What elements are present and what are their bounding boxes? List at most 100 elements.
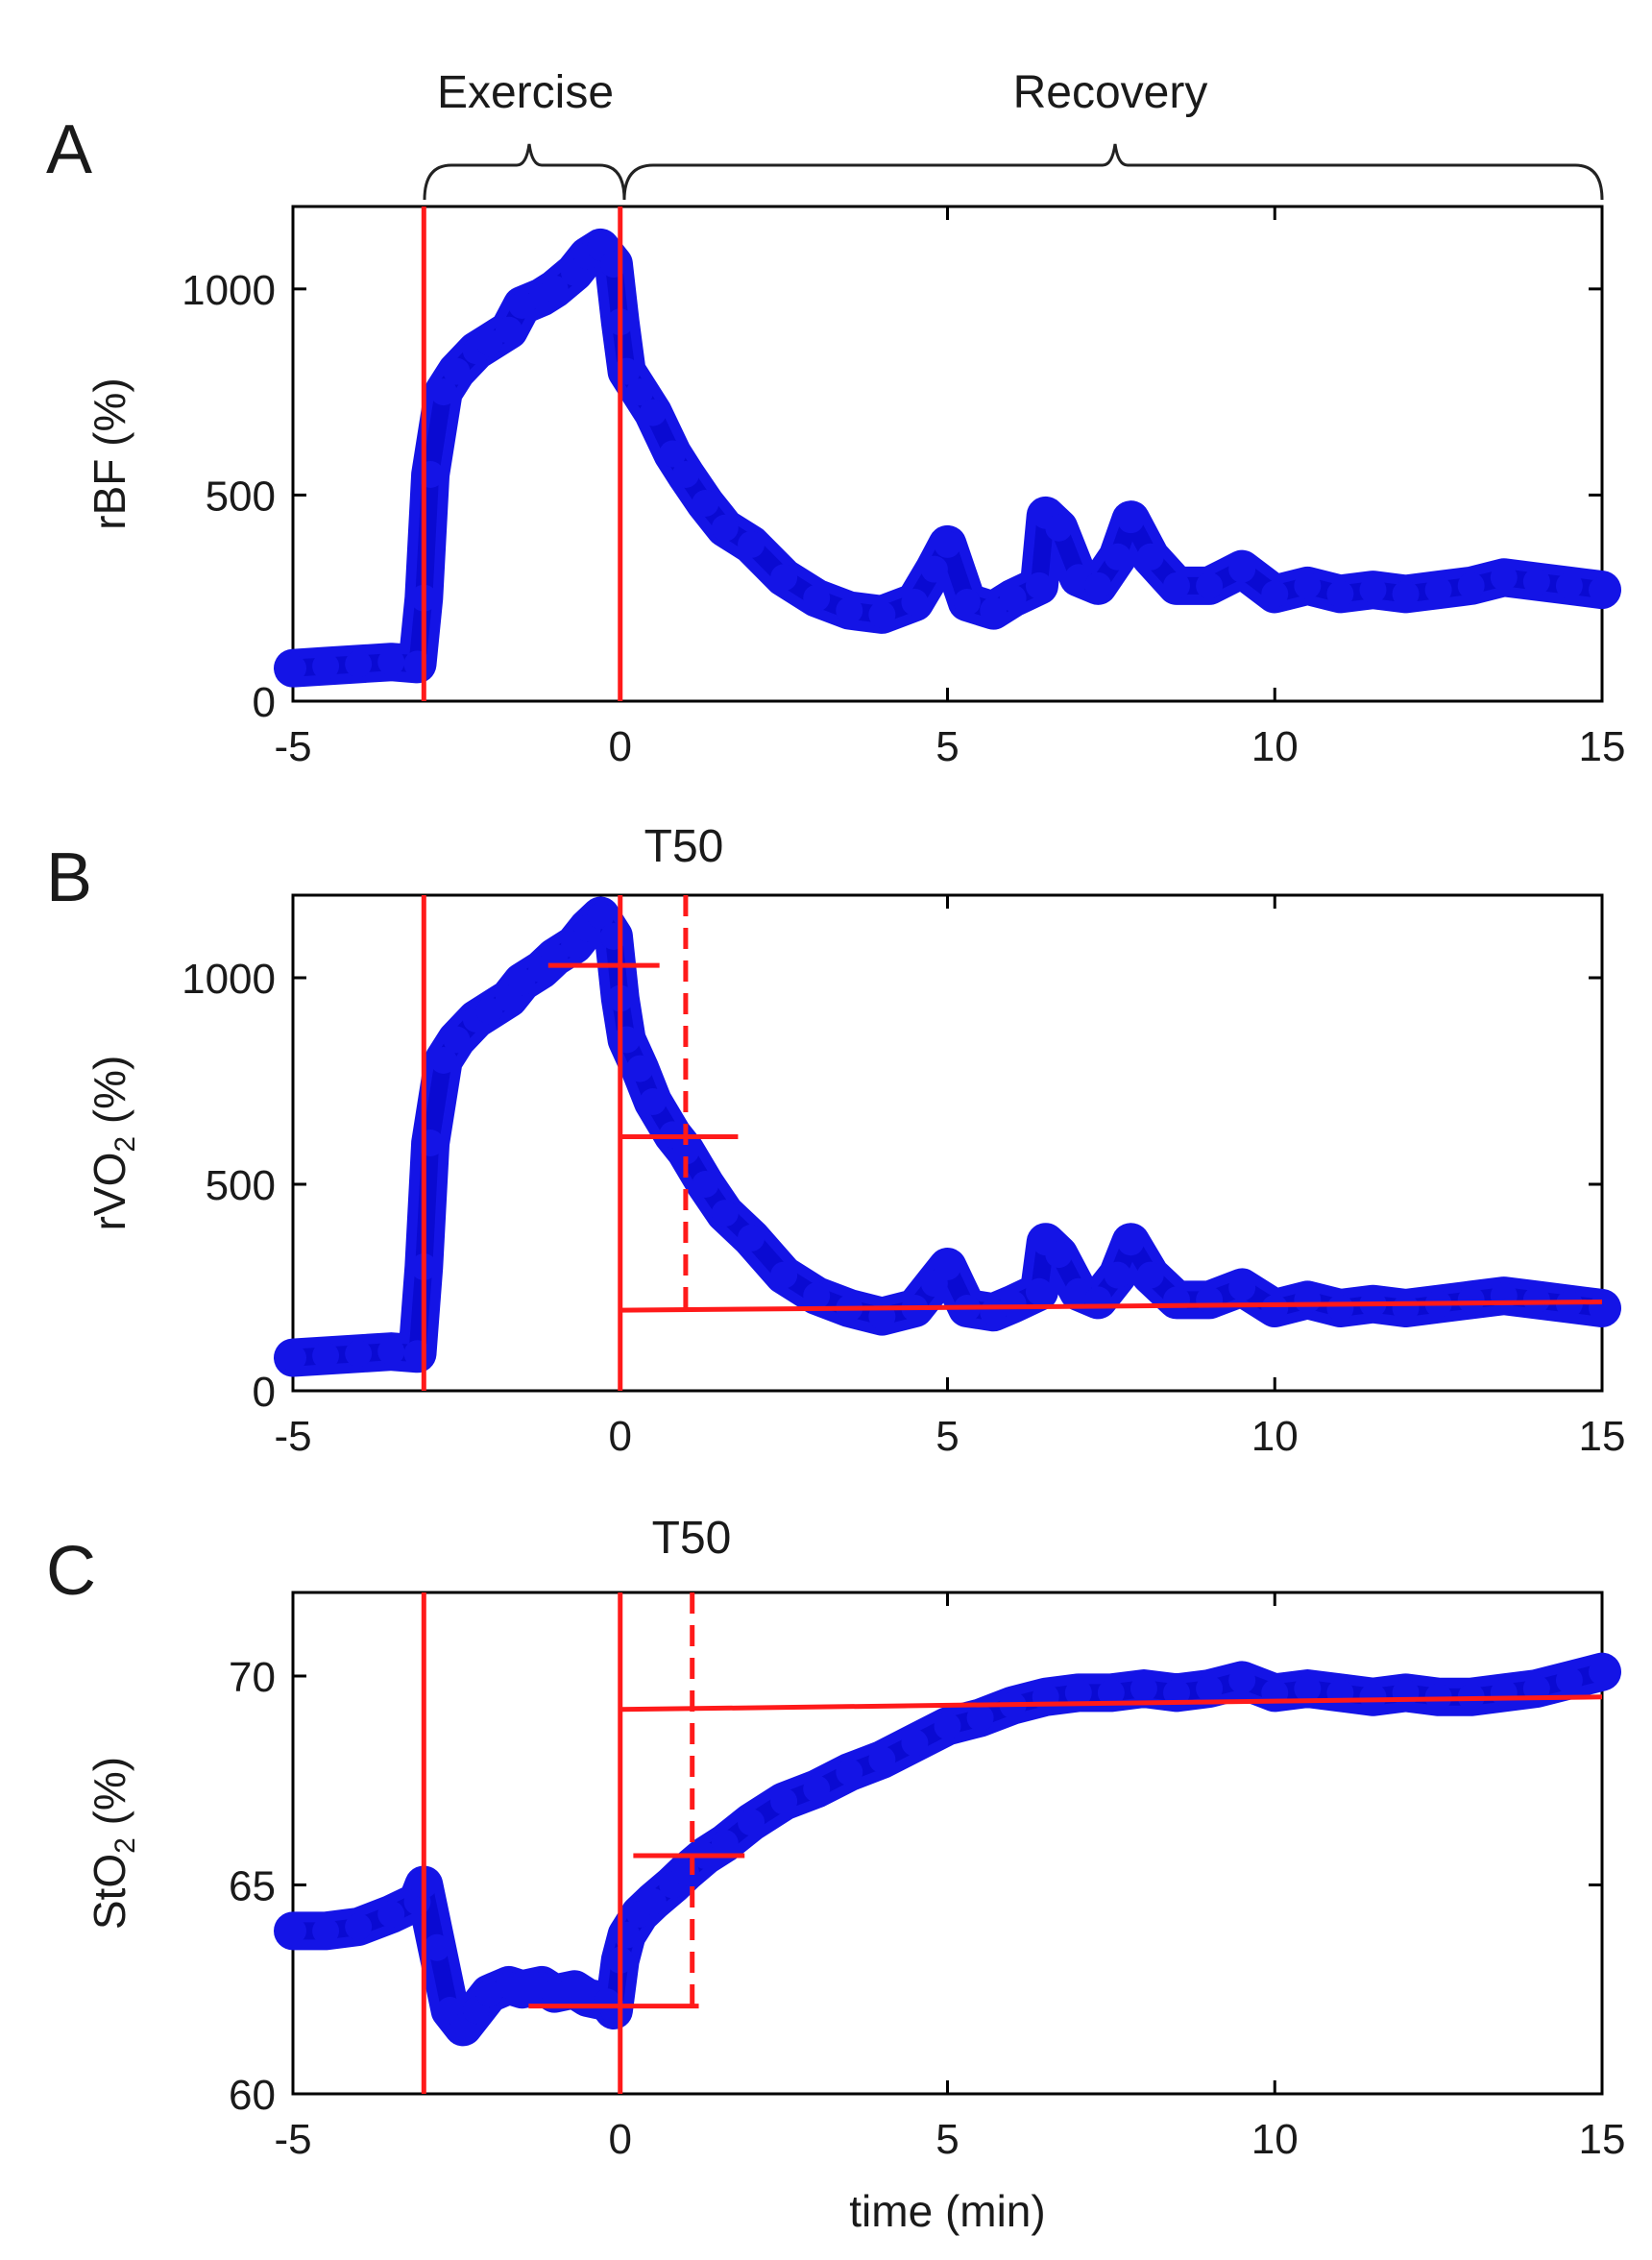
panel-c-data-point xyxy=(1228,1666,1256,1694)
panel-c-data-point xyxy=(1196,1675,1224,1703)
panel-b-series-band xyxy=(274,896,1621,1377)
panel-b-data-point xyxy=(587,902,615,930)
panel-c-data-point xyxy=(1130,1675,1157,1703)
panel-c-data-point xyxy=(1097,1679,1125,1707)
panel-b-data-point xyxy=(1045,1241,1073,1269)
panel-b-data-point xyxy=(738,1224,765,1252)
panel-b-data-point xyxy=(626,1055,654,1082)
panel-a-data-point xyxy=(934,530,961,558)
panel-b-xtick-label: 10 xyxy=(1251,1413,1299,1460)
recovery-label: Recovery xyxy=(1013,67,1208,118)
panel-c-xtick-label: 10 xyxy=(1251,2116,1299,2163)
panel-b-ytick-label: 1000 xyxy=(182,956,276,1003)
panel-a-ytick-label: 0 xyxy=(253,679,276,726)
panel-b-data-point xyxy=(403,1340,431,1368)
panel-c-xtick-label: 5 xyxy=(935,2116,959,2163)
panel-c-data-point xyxy=(639,1887,667,1915)
panel-a-data-point xyxy=(711,514,739,542)
panel-b-data-point xyxy=(671,1137,699,1165)
panel-a-xtick-label: 5 xyxy=(935,723,959,770)
panel-c-data-point xyxy=(966,1704,994,1732)
panel-a-data-point xyxy=(803,584,831,612)
panel-a-data-point xyxy=(495,316,522,344)
panel-c-data-point xyxy=(345,1913,373,1940)
panel-b-data-point xyxy=(508,968,536,996)
panel-b-data-point xyxy=(599,923,627,950)
t50-label-c: T50 xyxy=(652,1513,732,1564)
panel-a-data-point xyxy=(1589,576,1616,604)
panel-c-baseline-fit xyxy=(620,1694,1603,1713)
panel-a-data-point xyxy=(1196,571,1224,599)
panel-b-data-point xyxy=(1326,1295,1354,1322)
phase-braces: Exercise Recovery xyxy=(423,67,1604,201)
panel-c-data-point xyxy=(423,1933,450,1961)
panel-b-xtick-label: 0 xyxy=(609,1413,632,1460)
panel-c-data-point xyxy=(934,1713,961,1740)
panel-a-data-point xyxy=(639,399,667,426)
panel-a-xtick-label: -5 xyxy=(274,723,311,770)
panel-letter-a: A xyxy=(46,111,92,188)
panel-c-data-point xyxy=(1163,1679,1191,1707)
panel-a-data-point xyxy=(417,460,445,488)
panel-b-data-point xyxy=(639,1088,667,1115)
panel-c-ylabel: StO2 (%) xyxy=(85,1757,141,1930)
panel-b-data-point xyxy=(1457,1286,1485,1314)
panel-b-data-point xyxy=(692,1171,719,1198)
panel-a-data-point xyxy=(1522,568,1550,595)
panel-b-ytick-label: 500 xyxy=(206,1162,276,1209)
panel-b-data-point xyxy=(803,1282,831,1310)
panel-c-data-point xyxy=(1392,1679,1420,1707)
panel-b-data-point xyxy=(429,1047,457,1074)
panel-a-data-point xyxy=(1490,564,1518,592)
panel-a-data-point xyxy=(443,357,471,385)
panel-c-data-point xyxy=(836,1759,863,1786)
panel-c-xtick-label: -5 xyxy=(274,2116,311,2163)
panel-a-data-point xyxy=(1104,543,1131,571)
panel-a-data-point xyxy=(953,589,981,616)
panel-a-data-point xyxy=(659,440,687,468)
panel-a-data-point xyxy=(1457,571,1485,599)
panel-a-data-point xyxy=(671,460,699,488)
panel-b-data-point xyxy=(1104,1261,1131,1289)
panel-b-data-point xyxy=(475,997,503,1025)
panel-b-data-point xyxy=(1163,1286,1191,1314)
panel-b-data-point xyxy=(1228,1274,1256,1301)
panel-c-data-point xyxy=(711,1830,739,1857)
panel-b-data-point xyxy=(1117,1228,1145,1256)
panel-a-data-point xyxy=(738,530,765,558)
panel-b-ytick-label: 0 xyxy=(253,1369,276,1416)
panel-a-data-point xyxy=(475,328,503,356)
panel-b-xtick-label: -5 xyxy=(274,1413,311,1460)
panel-b-data-point xyxy=(999,1290,1027,1318)
panel-c-sto2: -5 0 5 10 15 60 65 70 StO2 (%) time (min) xyxy=(85,1591,1625,2236)
panel-b-data-point xyxy=(417,1130,445,1156)
panel-b-data-point xyxy=(934,1253,961,1280)
panel-b-data-point xyxy=(377,1338,405,1366)
panel-b-ylabel: rVO2 (%) xyxy=(85,1056,141,1231)
panel-b-xtick-label: 5 xyxy=(935,1413,959,1460)
panel-c-data-point xyxy=(1555,1666,1583,1694)
panel-c-data-point xyxy=(599,1997,627,2024)
panel-c-data-point xyxy=(1359,1683,1387,1711)
panel-a-data-point xyxy=(692,490,719,517)
panel-c-data-point xyxy=(803,1775,831,1803)
exercise-label: Exercise xyxy=(437,67,614,118)
panel-a-data-point xyxy=(1117,506,1145,534)
panel-b-data-point xyxy=(1522,1286,1550,1314)
panel-c-data-point xyxy=(1294,1675,1322,1703)
panel-a-data-point xyxy=(403,650,431,678)
panel-a-xtick-label: 10 xyxy=(1251,723,1299,770)
panel-b-data-point xyxy=(1294,1286,1322,1314)
panel-b-data-point xyxy=(711,1200,739,1227)
panel-c-data-point xyxy=(1064,1679,1092,1707)
panel-a-data-point xyxy=(1136,543,1164,571)
panel-c-ytick-label: 70 xyxy=(229,1654,276,1701)
panel-c-ytick-label: 65 xyxy=(229,1863,276,1910)
panel-a-data-point xyxy=(312,652,340,680)
panel-letter-b: B xyxy=(46,839,92,916)
panel-b-data-point xyxy=(1392,1295,1420,1322)
panel-a-data-point xyxy=(901,589,929,616)
panel-a-data-point xyxy=(1163,571,1191,599)
